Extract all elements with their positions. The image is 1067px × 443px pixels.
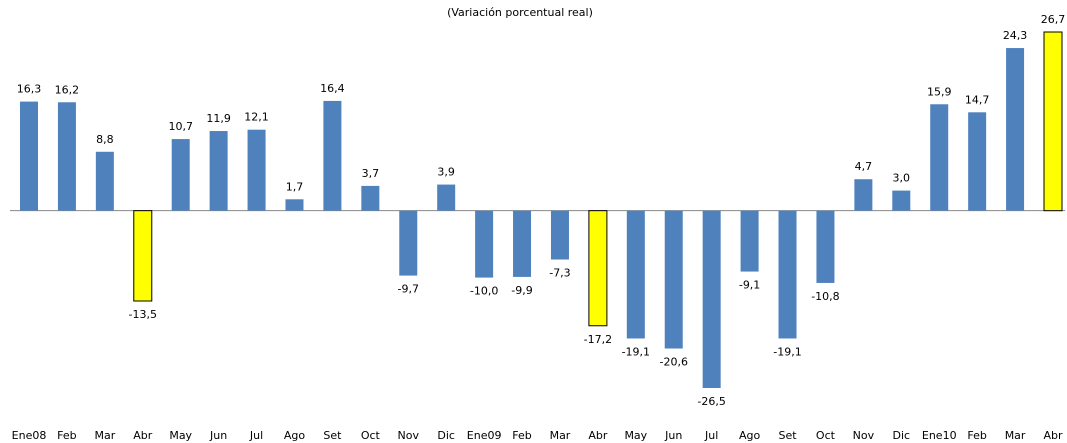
- x-tick-label: Feb: [57, 429, 76, 442]
- bar: [588, 210, 608, 327]
- x-tick-label: Jun: [664, 429, 682, 442]
- data-label: -19,1: [622, 345, 650, 358]
- data-label: 24,3: [1003, 29, 1028, 42]
- data-label: 16,3: [17, 83, 42, 96]
- data-label: 11,9: [206, 112, 231, 125]
- x-tick-label: Oct: [816, 429, 836, 442]
- x-tick-label: May: [624, 429, 647, 442]
- bar: [95, 151, 114, 211]
- bar: [247, 129, 266, 211]
- bar: [285, 199, 304, 211]
- data-label: -7,3: [549, 267, 570, 280]
- data-label: 26,7: [1041, 13, 1066, 26]
- data-label: -17,2: [584, 333, 612, 346]
- x-tick-label: Set: [778, 429, 797, 442]
- bar: [892, 190, 911, 211]
- x-tick-label: May: [169, 429, 192, 442]
- x-tick-label: Jun: [209, 429, 227, 442]
- bar: [399, 210, 418, 276]
- bar: [20, 101, 38, 211]
- data-label: 15,9: [927, 85, 952, 98]
- bar: [209, 131, 228, 211]
- x-tick-label: Nov: [398, 429, 420, 442]
- data-label: 1,7: [286, 180, 304, 193]
- data-label: -9,9: [511, 284, 532, 297]
- bar: [778, 210, 797, 339]
- data-label: -10,8: [811, 290, 839, 303]
- bar: [1006, 48, 1025, 211]
- data-label: 10,7: [168, 120, 193, 133]
- x-tick-label: Nov: [853, 429, 875, 442]
- x-tick-label: Ago: [284, 429, 306, 442]
- x-tick-label: Oct: [361, 429, 381, 442]
- x-tick-label: Mar: [1005, 429, 1026, 442]
- data-label: 8,8: [96, 133, 114, 146]
- x-tick-label: Dic: [893, 429, 911, 442]
- bar: [702, 210, 721, 388]
- bar: [968, 112, 987, 211]
- data-label: 12,1: [244, 111, 269, 124]
- data-label: -10,0: [470, 285, 498, 298]
- data-label: -26,5: [697, 395, 725, 408]
- x-tick-label: Ene09: [467, 429, 502, 442]
- bar: [664, 210, 683, 349]
- x-tick-label: Mar: [550, 429, 571, 442]
- bar: [437, 184, 456, 211]
- x-tick-label: Jul: [249, 429, 263, 442]
- x-tick-label: Abr: [133, 429, 153, 442]
- bar: [323, 100, 342, 211]
- bar: [361, 185, 380, 211]
- data-label: 16,4: [320, 82, 345, 95]
- data-label: -20,6: [660, 356, 688, 369]
- bar: [626, 210, 645, 339]
- x-tick-label: Feb: [512, 429, 531, 442]
- data-label: 4,7: [855, 160, 873, 173]
- data-label: 14,7: [965, 93, 990, 106]
- x-tick-label: Dic: [437, 429, 455, 442]
- bar: [171, 139, 190, 211]
- bar: [816, 210, 835, 283]
- data-label: 16,2: [55, 83, 80, 96]
- x-tick-label: Ene08: [12, 429, 47, 442]
- bar: [740, 210, 759, 272]
- x-tick-label: Abr: [1043, 429, 1063, 442]
- data-label: 3,0: [893, 172, 911, 185]
- x-tick-label: Feb: [967, 429, 986, 442]
- bar: [854, 179, 873, 211]
- x-tick-label: Abr: [588, 429, 608, 442]
- x-tick-label: Mar: [94, 429, 115, 442]
- data-label: -13,5: [129, 308, 157, 321]
- data-label: -9,7: [398, 283, 419, 296]
- chart-subtitle: (Variación porcentual real): [447, 6, 593, 19]
- data-label: 3,9: [437, 166, 455, 179]
- data-label: 3,7: [362, 167, 380, 180]
- bar: [1043, 31, 1063, 212]
- bar: [930, 104, 949, 211]
- data-label: -19,1: [773, 345, 801, 358]
- bar: [550, 210, 569, 260]
- x-tick-label: Jul: [704, 429, 718, 442]
- bar: [133, 210, 153, 302]
- x-tick-label: Ago: [739, 429, 761, 442]
- bar: [57, 102, 76, 211]
- data-label: -9,1: [739, 279, 760, 292]
- x-tick-label: Set: [323, 429, 342, 442]
- bar: [513, 210, 532, 277]
- bar: [475, 210, 494, 278]
- x-tick-label: Ene10: [922, 429, 957, 442]
